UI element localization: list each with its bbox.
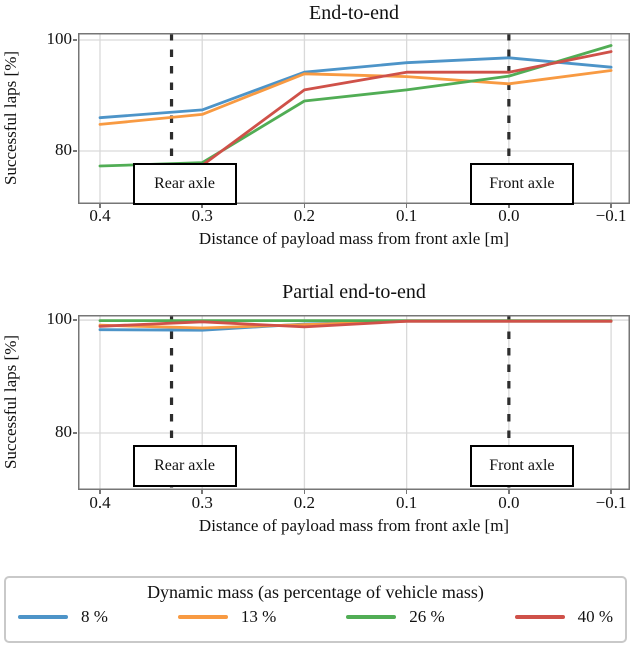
x-tick-label: 0.1 <box>396 206 418 225</box>
annotation-box: Front axle <box>469 163 574 205</box>
y-tick-label: 80 <box>55 139 72 159</box>
legend-item: 8 % <box>18 607 108 627</box>
axes-spine <box>78 315 630 490</box>
legend-swatch <box>177 615 228 619</box>
x-tick <box>610 204 612 208</box>
series-line <box>98 69 613 126</box>
chart-title-end-to-end: End-to-end <box>309 2 399 24</box>
y-tick <box>73 432 77 434</box>
x-tick-label: 0.0 <box>498 206 520 225</box>
x-tick <box>508 204 510 208</box>
y-tick <box>73 319 77 321</box>
legend-item: 26 % <box>346 607 445 627</box>
x-tick <box>405 204 408 208</box>
legend-swatch <box>514 615 565 619</box>
x-tick <box>201 204 203 208</box>
y-tick-label: 100 <box>46 28 73 48</box>
x-tick <box>303 490 306 494</box>
legend-title: Dynamic mass (as percentage of vehicle m… <box>147 582 484 602</box>
x-tick-label: 0.2 <box>293 206 316 225</box>
chart-title-partial-end-to-end: Partial end-to-end <box>282 281 426 303</box>
legend-item: 40 % <box>514 607 613 627</box>
x-tick <box>99 490 101 494</box>
y-tick <box>73 39 77 41</box>
legend-item-label: 8 % <box>81 607 108 626</box>
legend-item-label: 26 % <box>409 607 445 626</box>
annotation-box: Front axle <box>469 445 574 487</box>
x-tick <box>610 490 612 494</box>
x-tick-label: 0.1 <box>396 493 418 512</box>
x-tick <box>99 204 101 208</box>
legend-swatch <box>346 615 397 619</box>
y-axis-label: Successful laps [%] <box>1 334 20 470</box>
series-line <box>98 319 613 329</box>
x-tick-label: 0.2 <box>293 493 316 512</box>
x-tick <box>303 204 306 208</box>
series-line <box>98 56 613 120</box>
legend-item-label: 13 % <box>240 607 277 626</box>
legend-items: 8 % 13 % 26 % 40 % <box>6 603 625 627</box>
axes-spine <box>78 33 630 204</box>
y-axis-label: Successful laps [%] <box>1 50 20 186</box>
legend: Dynamic mass (as percentage of vehicle m… <box>4 576 627 643</box>
legend-item-label: 40 % <box>577 607 613 626</box>
x-tick-label: 0.4 <box>89 493 111 512</box>
chart-svg <box>78 33 630 204</box>
x-tick <box>405 490 408 494</box>
y-tick-label: 100 <box>46 309 73 329</box>
x-axis-label: Distance of payload mass from front axle… <box>198 229 510 248</box>
y-tick <box>73 150 77 152</box>
annotation-box: Rear axle <box>132 445 237 487</box>
legend-item: 13 % <box>177 607 277 627</box>
x-tick <box>201 490 203 494</box>
x-tick <box>508 490 510 494</box>
plot-area-end-to-end <box>78 33 630 204</box>
x-tick-label: −0.1 <box>595 206 627 225</box>
x-tick-label: 0.3 <box>191 206 213 225</box>
x-axis-label: Distance of payload mass from front axle… <box>198 516 510 535</box>
annotation-box: Rear axle <box>132 163 237 205</box>
chart-svg <box>78 315 630 490</box>
y-tick-label: 80 <box>55 421 72 441</box>
x-tick-label: −0.1 <box>595 493 627 512</box>
legend-swatch <box>18 615 68 619</box>
plot-area-partial-end-to-end <box>78 315 630 490</box>
x-tick-label: 0.3 <box>191 493 213 512</box>
series-line <box>98 44 613 168</box>
x-tick-label: 0.0 <box>498 493 520 512</box>
x-tick-label: 0.4 <box>89 206 111 225</box>
